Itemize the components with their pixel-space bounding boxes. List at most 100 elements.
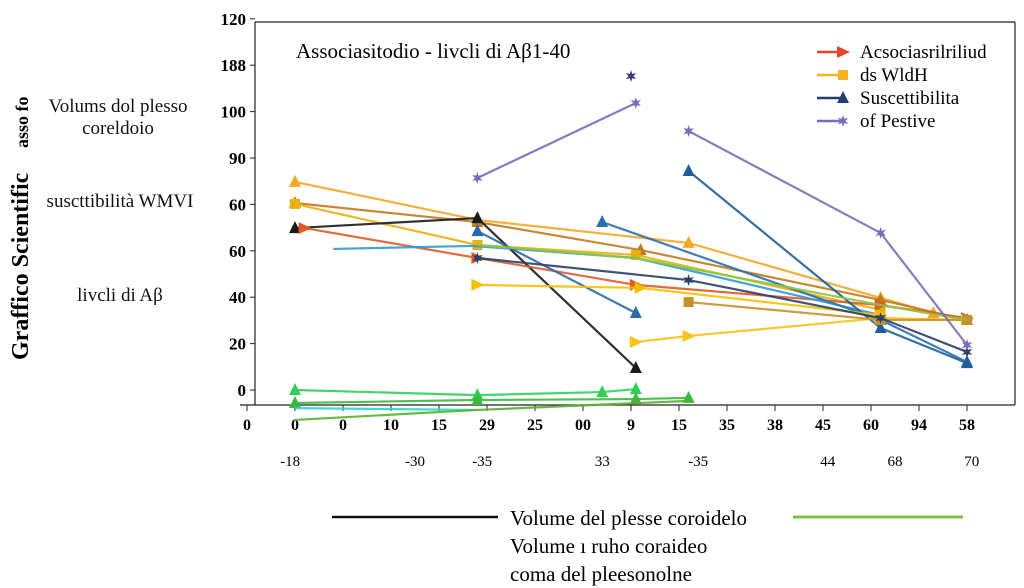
series-line	[477, 243, 968, 322]
legend-item: Acsociasrilriliud	[817, 42, 987, 63]
data-point	[875, 226, 886, 239]
data-point	[596, 215, 609, 228]
chart-title: Associasitodio - livcli di Aβ1-40	[296, 39, 570, 63]
series-line	[304, 226, 968, 320]
x-tick-label: 58	[959, 417, 975, 434]
series-green	[477, 243, 968, 322]
series-black	[289, 211, 642, 373]
data-point	[629, 382, 642, 395]
data-point	[625, 70, 637, 83]
x-tick-label: 38	[767, 417, 783, 434]
data-point	[471, 224, 484, 237]
bottom-legend-1: Volume del plesse coroidelo	[510, 506, 747, 530]
data-point	[289, 395, 301, 408]
data-point	[875, 304, 886, 315]
series-line	[294, 396, 689, 405]
x-tick-label: 45	[815, 417, 831, 434]
x-tick-label: 10	[383, 417, 399, 434]
series-navy	[472, 252, 973, 358]
data-point	[683, 274, 694, 286]
series-green-bottom-2	[289, 390, 695, 408]
legend-label: of Pestive	[860, 111, 935, 132]
y-tick-label: 60	[229, 242, 246, 261]
y-tick-label: 20	[229, 335, 246, 354]
data-point	[629, 392, 642, 405]
side-label-abeta: livcli di Aβ	[77, 285, 163, 306]
series-line	[294, 406, 478, 412]
x-tick-label: 94	[911, 417, 927, 434]
data-point	[596, 385, 609, 398]
data-point	[682, 163, 695, 176]
legend-item: Suscettibilita	[817, 88, 960, 109]
legend-item: of Pestive	[817, 111, 935, 132]
bottom-legend-2: Volume ı ruho coraideo	[510, 534, 707, 558]
data-point	[634, 281, 648, 294]
series-line	[477, 256, 968, 353]
series-green-rising	[294, 399, 689, 422]
data-point	[289, 221, 301, 234]
y-tick-label: 90	[229, 149, 246, 168]
x-tick-label-secondary: -18	[280, 454, 300, 470]
series-line	[294, 387, 636, 397]
data-point	[874, 321, 887, 334]
legend-label: Suscettibilita	[860, 88, 960, 109]
x-tick-label: 9	[627, 417, 635, 434]
x-tick-label: 0	[291, 417, 299, 434]
data-point	[875, 312, 886, 325]
data-point	[629, 335, 643, 348]
data-point	[290, 198, 300, 209]
series-brown	[289, 196, 973, 325]
data-point	[472, 252, 483, 264]
data-point	[471, 392, 484, 405]
series-purple-isolated	[625, 70, 637, 83]
legend-label: ds WldH	[860, 65, 928, 86]
x-tick-label: 25	[527, 417, 543, 434]
x-tick-label-secondary: 70	[964, 454, 979, 470]
data-point	[629, 360, 642, 373]
x-tick-label: 0	[243, 417, 251, 434]
series-line	[294, 399, 689, 422]
data-point	[683, 125, 694, 138]
bottom-legend-3: coma del pleesonolne	[510, 562, 692, 586]
data-point	[289, 383, 301, 395]
data-point	[472, 172, 483, 184]
series-line	[476, 102, 637, 179]
side-label-volume: Volums dol plesso coreldoio	[48, 96, 188, 139]
y-tick-label: 40	[229, 288, 246, 307]
data-point	[298, 222, 312, 235]
x-tick-label: 60	[863, 417, 879, 434]
x-tick-label-secondary: -35	[472, 454, 492, 470]
data-point	[682, 329, 696, 342]
data-point	[683, 297, 694, 308]
data-point	[289, 174, 301, 187]
y-tick-label: 188	[221, 56, 247, 75]
data-point	[961, 356, 973, 369]
x-tick-label: 00	[575, 417, 591, 434]
x-tick-label: 15	[671, 417, 687, 434]
data-point	[961, 339, 973, 351]
x-tick-label: 35	[719, 417, 735, 434]
y-tick-label: 120	[221, 10, 247, 29]
x-tick-label: 0	[339, 417, 347, 434]
data-point	[961, 346, 973, 358]
legend-label: Acsociasrilriliud	[860, 42, 987, 63]
y-tick-label: 60	[229, 195, 246, 214]
series-green-bottom-1	[289, 382, 642, 401]
x-tick-label-secondary: 44	[820, 454, 836, 470]
data-point	[838, 70, 848, 80]
y-axis-label: Graffico Scientific	[8, 172, 34, 360]
data-point	[682, 390, 695, 403]
series-blue-3	[682, 163, 973, 369]
y-axis-label-extra: asso fo	[12, 96, 32, 148]
x-tick-label: 29	[479, 417, 495, 434]
data-point	[630, 97, 641, 109]
x-tick-label-secondary: -30	[405, 454, 425, 470]
series-purple-2	[683, 125, 973, 351]
x-tick-label-secondary: 33	[595, 454, 610, 470]
legend-item: ds WldH	[817, 65, 928, 86]
data-point	[471, 211, 484, 224]
series-blue	[471, 224, 642, 318]
series-line	[476, 230, 637, 314]
data-point	[682, 235, 695, 248]
series-purple-1	[472, 97, 641, 184]
